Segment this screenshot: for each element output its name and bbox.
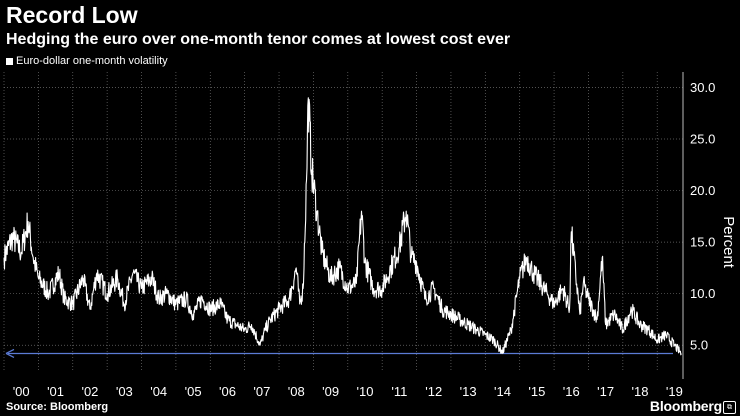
x-tick-label: '16 (563, 384, 580, 399)
x-tick-label: '06 (219, 384, 236, 399)
y-tick-label: 5.0 (690, 338, 708, 353)
x-tick-label: '11 (391, 384, 407, 399)
brand-logo: Bloomberg (649, 398, 722, 414)
x-tick-label: '03 (116, 384, 133, 399)
x-tick-label: '07 (253, 384, 270, 399)
x-tick-label: '12 (425, 384, 442, 399)
x-tick-label: '14 (494, 384, 511, 399)
legend-label: Euro-dollar one-month volatility (16, 55, 168, 67)
y-tick-label: 30.0 (690, 80, 715, 95)
series-line-euro-dollar-volatility (3, 97, 682, 356)
y-tick-label: 15.0 (690, 235, 715, 250)
x-tick-label: '09 (322, 384, 339, 399)
y-tick-label: 10.0 (690, 286, 715, 301)
x-tick-label: '13 (460, 384, 477, 399)
chart-title: Record Low (6, 2, 138, 28)
x-tick-label: '18 (632, 384, 649, 399)
x-tick-label: '15 (528, 384, 545, 399)
x-tick-label: '00 (13, 384, 30, 399)
chart-subtitle: Hedging the euro over one-month tenor co… (6, 31, 511, 48)
x-tick-label: '02 (81, 384, 98, 399)
y-tick-label: 25.0 (690, 132, 715, 147)
x-tick-label: '19 (666, 384, 683, 399)
x-tick-label: '01 (47, 384, 64, 399)
y-tick-label: 20.0 (690, 183, 715, 198)
x-tick-label: '04 (150, 384, 167, 399)
y-axis-title: Percent (720, 216, 737, 269)
x-tick-label: '17 (597, 384, 614, 399)
legend: Euro-dollar one-month volatility (6, 55, 168, 67)
reference-arrowhead (5, 348, 15, 359)
x-tick-label: '05 (185, 384, 202, 399)
legend-swatch (6, 57, 13, 65)
source-note: Source: Bloomberg (6, 401, 109, 413)
x-tick-label: '10 (357, 384, 374, 399)
brand-badge-icon: ⧉ (723, 401, 736, 414)
x-tick-label: '08 (288, 384, 305, 399)
